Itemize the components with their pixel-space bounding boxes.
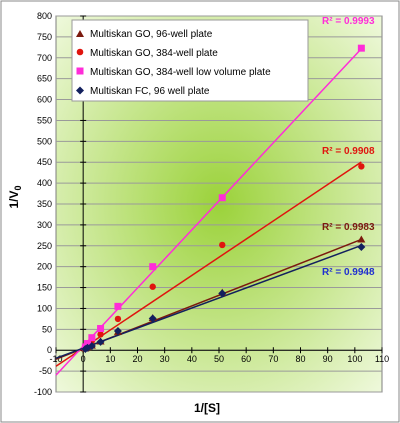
data-point bbox=[218, 194, 226, 202]
legend-label: Multiskan FC, 96 well plate bbox=[90, 86, 210, 97]
data-points bbox=[81, 44, 366, 353]
triangle-marker-icon bbox=[76, 30, 84, 37]
y-tick-label: 650 bbox=[37, 74, 52, 84]
trendlines bbox=[55, 48, 362, 376]
trendline bbox=[55, 48, 362, 376]
y-tick-label: -100 bbox=[34, 387, 52, 397]
x-tick-label: 20 bbox=[132, 354, 142, 364]
y-tick-label: 750 bbox=[37, 32, 52, 42]
y-axis-label-main: 1/V bbox=[7, 191, 21, 209]
y-tick-label: 150 bbox=[37, 283, 52, 293]
x-tick-label: 30 bbox=[160, 354, 170, 364]
data-point bbox=[96, 337, 105, 346]
y-tick-label: 0 bbox=[47, 345, 52, 355]
r-squared-labels: R² = 0.9983 R² = 0.9908 R² = 0.9993 R² = 0.… bbox=[322, 16, 375, 278]
y-tick-label: 300 bbox=[37, 220, 52, 230]
data-point bbox=[114, 315, 122, 323]
legend-label: Multiskan GO, 96-well plate bbox=[90, 29, 213, 40]
r-squared-label: R² = 0.9993 bbox=[322, 16, 375, 27]
data-point bbox=[149, 283, 156, 290]
x-tick-label: 40 bbox=[187, 354, 197, 364]
legend-item-2: Multiskan GO, 384-well plate bbox=[76, 48, 218, 59]
diamond-marker-icon bbox=[76, 86, 84, 95]
y-tick-label: 400 bbox=[37, 178, 52, 188]
data-point bbox=[218, 289, 227, 298]
x-tick-label: 0 bbox=[81, 354, 86, 364]
data-point bbox=[97, 331, 104, 338]
y-tick-label: 600 bbox=[37, 95, 52, 105]
data-point bbox=[357, 235, 366, 243]
r-squared-label: R² = 0.9983 bbox=[322, 222, 375, 233]
y-tick-label: 50 bbox=[42, 324, 52, 334]
y-tick-label: 800 bbox=[37, 11, 52, 21]
data-point bbox=[113, 327, 122, 336]
legend-item-1: Multiskan GO, 96-well plate bbox=[76, 29, 213, 40]
x-tick-label: 10 bbox=[105, 354, 115, 364]
x-tick-label: 60 bbox=[241, 354, 251, 364]
r-squared-label: R² = 0.9908 bbox=[322, 146, 375, 157]
y-tick-label: 550 bbox=[37, 115, 52, 125]
data-point bbox=[88, 334, 96, 342]
legend-item-3: Multiskan GO, 384-well low volume plate bbox=[76, 67, 271, 78]
y-tick-label: 100 bbox=[37, 303, 52, 313]
data-point bbox=[84, 340, 92, 348]
data-point bbox=[148, 314, 157, 323]
data-point bbox=[357, 44, 365, 52]
y-tick-label: 450 bbox=[37, 157, 52, 167]
r-squared-label: R² = 0.9948 bbox=[322, 267, 375, 278]
x-tick-label: -10 bbox=[49, 354, 62, 364]
data-point bbox=[219, 241, 226, 249]
x-tick-label: 90 bbox=[323, 354, 333, 364]
data-point bbox=[357, 243, 366, 252]
circle-marker-icon bbox=[76, 48, 84, 56]
data-point bbox=[97, 324, 105, 332]
trendline bbox=[55, 161, 362, 367]
y-tick-label: 500 bbox=[37, 136, 52, 146]
data-point bbox=[87, 342, 96, 351]
legend-label: Multiskan GO, 384-well plate bbox=[90, 48, 218, 59]
x-tick-label: 50 bbox=[214, 354, 224, 364]
y-axis-label-subscript: 0 bbox=[13, 185, 23, 190]
y-tick-label: 200 bbox=[37, 262, 52, 272]
y-tick-label: -50 bbox=[39, 366, 52, 376]
x-tick-label: 70 bbox=[268, 354, 278, 364]
trendline bbox=[55, 244, 362, 359]
x-tick-label: 100 bbox=[347, 354, 362, 364]
data-point bbox=[149, 263, 157, 271]
x-tick-label: 110 bbox=[375, 354, 389, 364]
legend: Multiskan GO, 96-well plate Multiskan GO… bbox=[71, 19, 309, 102]
y-tick-label: 700 bbox=[37, 53, 52, 63]
legend-label: Multiskan GO, 384-well low volume plate bbox=[90, 67, 271, 78]
x-tick-label: 80 bbox=[295, 354, 305, 364]
tick-labels: -10 0 10 20 30 40 50 60 70 80 90 100 110-100-5005010… bbox=[34, 11, 389, 397]
y-tick-label: 350 bbox=[37, 199, 52, 209]
data-point bbox=[114, 302, 122, 310]
legend-box bbox=[71, 19, 309, 102]
square-marker-icon bbox=[76, 67, 84, 75]
data-point bbox=[358, 163, 365, 170]
y-tick-label: 250 bbox=[37, 241, 52, 251]
legend-item-4: Multiskan FC, 96 well plate bbox=[76, 86, 210, 97]
x-axis-label: 1/[S] bbox=[194, 401, 220, 415]
y-axis-label: 1/V0 bbox=[7, 185, 23, 208]
